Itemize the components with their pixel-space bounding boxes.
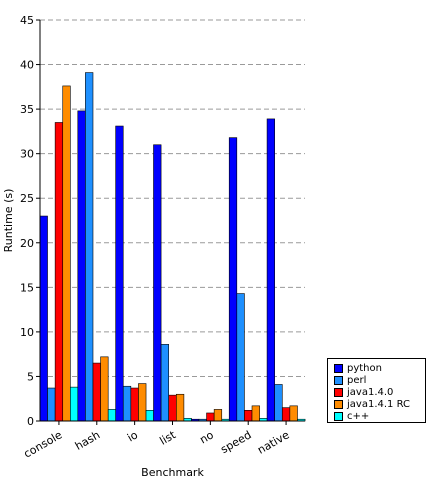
bar-c--console xyxy=(70,386,79,422)
legend-item: perl xyxy=(334,374,425,386)
legend-swatch xyxy=(334,399,343,409)
bar-perl-io xyxy=(122,385,132,422)
bar-java1-4-1-rc-speed xyxy=(251,405,260,422)
bar-python-native xyxy=(266,118,275,422)
bar-java1-4-0-hash xyxy=(92,362,101,422)
x-tick-label: no xyxy=(197,428,216,446)
legend-label: java1.4.0 xyxy=(347,386,394,398)
bar-java1-4-1-rc-hash xyxy=(100,356,109,422)
bars xyxy=(39,72,306,422)
y-tick-label: 20 xyxy=(20,237,34,250)
y-tick-label: 35 xyxy=(20,103,34,116)
bar-perl-speed xyxy=(236,293,245,422)
x-tick-label: hash xyxy=(73,428,102,452)
x-tick-label: native xyxy=(255,428,291,457)
legend-item: python xyxy=(334,362,425,374)
bar-python-list xyxy=(153,144,162,422)
bar-python-hash xyxy=(77,110,86,422)
y-tick-labels: 0 5 10 15 20 25 30 35 40 45 xyxy=(20,14,40,428)
bar-java1-4-0-no xyxy=(206,412,215,422)
y-tick-label: 15 xyxy=(20,281,34,294)
legend: python perl java1.4.0 java1.4.1 RC c++ xyxy=(327,358,426,423)
bar-c--hash xyxy=(107,409,117,422)
bar-python-console xyxy=(39,215,48,422)
legend-label: c++ xyxy=(347,410,370,422)
bar-perl-hash xyxy=(85,72,94,422)
x-tick-label: console xyxy=(22,428,65,460)
bar-python-speed xyxy=(228,137,238,422)
legend-swatch xyxy=(334,411,343,421)
bar-java1-4-0-native xyxy=(281,407,291,422)
y-tick-label: 25 xyxy=(20,192,34,205)
bar-perl-list xyxy=(160,344,170,422)
legend-label: python xyxy=(347,362,382,374)
legend-label: java1.4.1 RC xyxy=(347,398,411,410)
x-tick-label: speed xyxy=(218,428,253,456)
bar-java1-4-0-io xyxy=(130,387,139,422)
x-tick-label: io xyxy=(125,428,140,444)
legend-item: c++ xyxy=(334,410,425,422)
bar-java1-4-0-console xyxy=(54,122,64,422)
y-tick-label: 40 xyxy=(20,59,34,72)
bar-java1-4-1-rc-no xyxy=(213,409,223,422)
bar-python-io xyxy=(115,125,124,422)
bar-java1-4-1-rc-console xyxy=(62,85,71,422)
legend-item: java1.4.1 RC xyxy=(334,398,425,410)
legend-swatch xyxy=(334,387,343,397)
y-tick-label: 10 xyxy=(20,326,34,339)
x-tick-label: list xyxy=(158,428,179,448)
bar-java1-4-1-rc-list xyxy=(176,393,185,422)
bar-java1-4-0-list xyxy=(168,394,177,422)
legend-swatch xyxy=(334,375,343,385)
legend-label: perl xyxy=(347,374,367,386)
bar-perl-native xyxy=(274,384,283,422)
legend-item: java1.4.0 xyxy=(334,386,425,398)
y-axis-label: Runtime (s) xyxy=(2,189,15,253)
bar-java1-4-1-rc-native xyxy=(289,405,298,422)
bar-java1-4-1-rc-io xyxy=(138,383,147,422)
bar-perl-console xyxy=(47,387,56,422)
y-tick-label: 45 xyxy=(20,14,34,27)
legend-swatch xyxy=(334,363,343,373)
x-tick-labels: console hash io list no speed native xyxy=(22,421,292,461)
y-tick-label: 5 xyxy=(27,370,34,383)
x-axis-label: Benchmark xyxy=(141,466,204,479)
y-tick-label: 0 xyxy=(27,415,34,428)
y-tick-label: 30 xyxy=(20,148,34,161)
bar-java1-4-0-speed xyxy=(244,410,253,422)
bar-c--io xyxy=(145,410,154,422)
